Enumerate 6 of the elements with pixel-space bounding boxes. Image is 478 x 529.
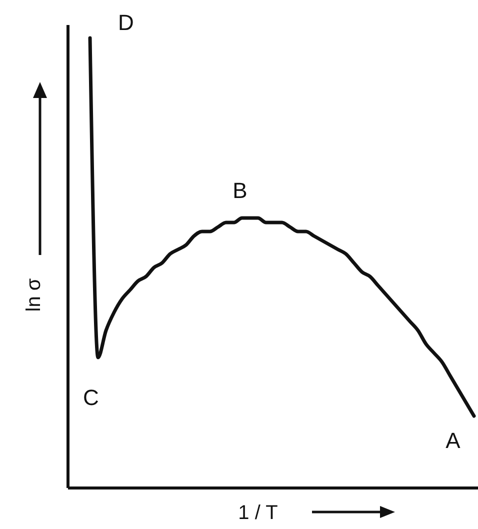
text: D [118,10,134,35]
annotation: C [83,385,100,410]
annotation: A [446,428,461,453]
annotation: B [232,178,248,203]
x-axis-title: 1 / T [238,502,278,524]
y-axis-title: ln σ [23,278,45,312]
